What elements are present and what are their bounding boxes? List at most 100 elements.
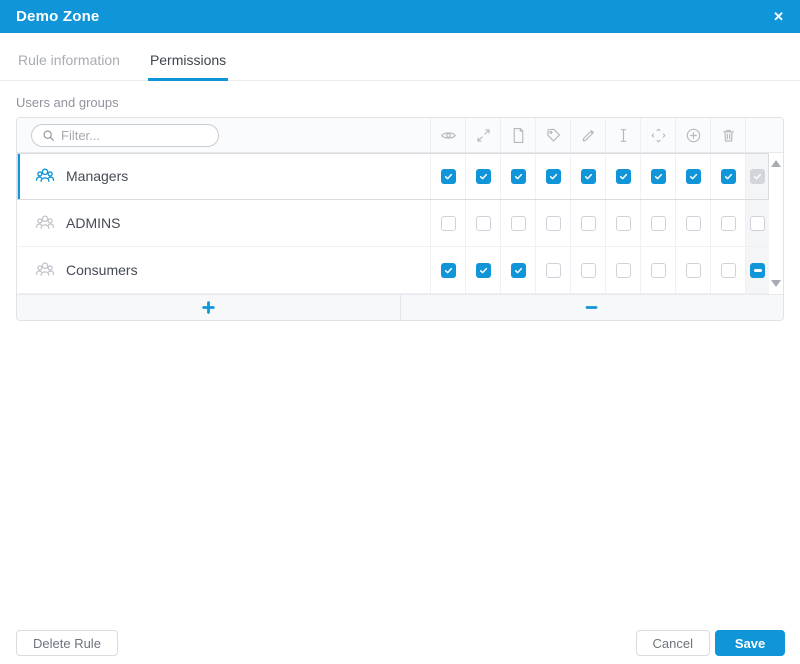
perm-trash-cell xyxy=(710,153,745,199)
table-row-consumers[interactable]: Consumers xyxy=(17,247,769,294)
perm-text-cursor-checkbox[interactable] xyxy=(615,168,631,184)
perm-text-cursor-cell xyxy=(605,200,640,246)
perm-pencil-checkbox[interactable] xyxy=(580,168,596,184)
row-name: Consumers xyxy=(66,262,138,278)
perm-move-checkbox[interactable] xyxy=(650,168,666,184)
perm-expand-cell xyxy=(465,247,500,293)
perm-tag-checkbox[interactable] xyxy=(545,168,561,184)
tab-bar: Rule information Permissions xyxy=(0,52,800,81)
perm-column-document[interactable] xyxy=(500,118,535,152)
eye-icon xyxy=(440,131,456,139)
trash-icon xyxy=(722,129,734,142)
perm-expand-checkbox[interactable] xyxy=(475,262,491,278)
scrollbar[interactable] xyxy=(769,153,783,294)
row-name: ADMINS xyxy=(66,215,121,231)
perm-tag-cell xyxy=(535,247,570,293)
perm-document-cell xyxy=(500,247,535,293)
tab-rule-information[interactable]: Rule information xyxy=(18,52,120,68)
perm-expand-checkbox[interactable] xyxy=(475,168,491,184)
document-icon xyxy=(513,127,523,143)
save-button[interactable]: Save xyxy=(715,630,785,656)
filter-cell xyxy=(17,118,430,152)
minus-icon xyxy=(585,306,598,309)
perm-move-checkbox[interactable] xyxy=(650,215,666,231)
row-select-cell xyxy=(745,200,769,246)
perm-pencil-cell xyxy=(570,247,605,293)
perm-text-cursor-cell xyxy=(605,247,640,293)
row-select-checkbox[interactable] xyxy=(750,168,765,184)
check-icon xyxy=(514,267,522,273)
table-body: Managers ADMINS Consumers xyxy=(17,153,783,294)
scroll-up-icon[interactable] xyxy=(771,160,781,167)
tab-permissions[interactable]: Permissions xyxy=(147,52,229,81)
perm-document-checkbox[interactable] xyxy=(510,168,526,184)
row-select-column-header xyxy=(745,118,769,152)
perm-column-text-cursor[interactable] xyxy=(605,118,640,152)
perm-move-cell xyxy=(640,247,675,293)
table-row-managers[interactable]: Managers xyxy=(17,153,769,200)
indeterminate-dash-icon xyxy=(753,268,762,272)
perm-text-cursor-checkbox[interactable] xyxy=(615,262,631,278)
check-icon xyxy=(724,173,732,179)
perm-move-checkbox[interactable] xyxy=(650,262,666,278)
perm-tag-checkbox[interactable] xyxy=(545,262,561,278)
row-select-checkbox[interactable] xyxy=(750,215,765,231)
row-select-checkbox[interactable] xyxy=(750,262,765,278)
delete-rule-button[interactable]: Delete Rule xyxy=(16,630,118,656)
perm-trash-checkbox[interactable] xyxy=(720,262,736,278)
table-row-admins[interactable]: ADMINS xyxy=(17,200,769,247)
perm-eye-cell xyxy=(430,247,465,293)
perm-add-circle-checkbox[interactable] xyxy=(685,215,701,231)
perm-document-checkbox[interactable] xyxy=(510,215,526,231)
plus-icon xyxy=(202,301,215,314)
check-icon xyxy=(514,173,522,179)
search-icon xyxy=(43,130,54,141)
scroll-down-icon[interactable] xyxy=(771,280,781,287)
perm-column-pencil[interactable] xyxy=(570,118,605,152)
perm-column-expand[interactable] xyxy=(465,118,500,152)
perm-pencil-cell xyxy=(570,200,605,246)
group-icon xyxy=(35,215,55,229)
perm-tag-checkbox[interactable] xyxy=(545,215,561,231)
table-header xyxy=(17,118,783,153)
filter-input[interactable] xyxy=(61,127,208,143)
row-select-cell xyxy=(745,153,769,199)
perm-trash-checkbox[interactable] xyxy=(720,215,736,231)
perm-column-eye[interactable] xyxy=(430,118,465,152)
perm-pencil-checkbox[interactable] xyxy=(580,262,596,278)
perm-trash-checkbox[interactable] xyxy=(720,168,736,184)
perm-tag-cell xyxy=(535,153,570,199)
dialog-title: Demo Zone xyxy=(16,8,100,25)
perm-trash-cell xyxy=(710,247,745,293)
cancel-button[interactable]: Cancel xyxy=(635,630,710,656)
confirm-buttons: Cancel Save xyxy=(635,630,785,656)
remove-row-button[interactable] xyxy=(399,295,784,320)
add-row-button[interactable] xyxy=(17,295,400,320)
perm-column-add-circle[interactable] xyxy=(675,118,710,152)
perm-eye-checkbox[interactable] xyxy=(440,262,456,278)
perm-column-tag[interactable] xyxy=(535,118,570,152)
perm-add-circle-checkbox[interactable] xyxy=(685,168,701,184)
perm-expand-checkbox[interactable] xyxy=(475,215,491,231)
filter-pill[interactable] xyxy=(31,123,219,147)
perm-pencil-checkbox[interactable] xyxy=(580,215,596,231)
close-icon[interactable]: ✕ xyxy=(773,9,784,24)
perm-text-cursor-cell xyxy=(605,153,640,199)
perm-document-cell xyxy=(500,200,535,246)
perm-document-checkbox[interactable] xyxy=(510,262,526,278)
check-icon xyxy=(654,173,662,179)
dialog-actions: Delete Rule Cancel Save xyxy=(16,630,785,656)
perm-add-circle-checkbox[interactable] xyxy=(685,262,701,278)
perm-column-trash[interactable] xyxy=(710,118,745,152)
check-icon xyxy=(689,173,697,179)
text-cursor-icon xyxy=(620,128,626,142)
perm-column-move[interactable] xyxy=(640,118,675,152)
perm-expand-cell xyxy=(465,200,500,246)
perm-text-cursor-checkbox[interactable] xyxy=(615,215,631,231)
perm-move-cell xyxy=(640,153,675,199)
perm-eye-checkbox[interactable] xyxy=(440,168,456,184)
users-groups-label: Users and groups xyxy=(16,95,119,110)
perm-eye-checkbox[interactable] xyxy=(440,215,456,231)
perm-eye-cell xyxy=(430,153,465,199)
add-circle-icon xyxy=(686,128,700,142)
